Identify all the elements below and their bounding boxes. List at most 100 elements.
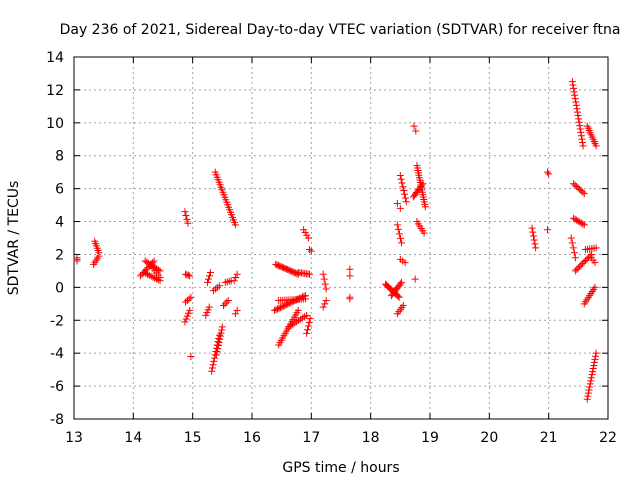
data-point [398,278,406,286]
data-point [394,225,402,233]
tick-labels: 13 14 15 16 17 18 19 20 21 22 -8 -6 -4 -2 0 2 4 6 8 10 12 14 [46,50,617,446]
y-tick-label: -8 [50,412,64,428]
data-point [580,221,588,229]
data-point [293,270,301,278]
x-tick-label: 15 [184,430,202,446]
data-point [569,244,577,252]
data-point [575,118,583,126]
data-point [401,190,409,198]
data-point [206,269,214,277]
data-point [319,270,327,278]
data-point [592,244,600,252]
data-point [305,318,313,326]
data-point [577,132,585,140]
data-point [574,264,582,272]
data-point [591,283,599,291]
data-point [73,254,81,262]
data-point [589,365,597,373]
data-point [575,115,583,123]
x-tick-label: 17 [302,430,320,446]
data-point [583,395,591,403]
data-point [573,105,581,113]
y-tick-label: -4 [50,346,64,362]
data-point [420,229,428,237]
y-tick-label: 6 [55,182,64,198]
data-point [586,383,594,391]
data-point [399,183,407,191]
x-tick-label: 22 [599,430,617,446]
data-point [214,345,222,353]
x-tick-label: 21 [540,430,558,446]
data-point [216,332,224,340]
data-point [570,249,578,257]
data-point [144,270,152,278]
data-point [393,221,401,229]
data-point [419,180,427,188]
data-point [592,352,600,360]
data-point [224,297,232,305]
data-point [579,259,587,267]
data-point [149,273,157,281]
data-point [399,301,407,309]
data-point [182,212,190,220]
data-markers [73,78,600,403]
data-point [411,275,419,283]
data-point [204,278,211,286]
data-point [208,364,216,372]
data-point [181,318,189,326]
data-point [183,215,191,223]
data-point [577,261,585,269]
chart-title: Day 236 of 2021, Sidereal Day-to-day VTE… [60,22,621,38]
data-point [184,219,192,227]
data-point [571,267,579,275]
data-point [398,179,406,187]
y-tick-label: 0 [55,280,64,296]
data-point [271,306,279,314]
data-point [230,277,238,285]
data-point [401,259,409,267]
data-point [400,187,408,195]
data-point [588,371,596,379]
data-point [221,300,229,308]
data-point [304,234,312,242]
data-point [322,285,330,293]
x-axis-label: GPS time / hours [282,460,399,476]
data-point [571,95,579,103]
data-point [303,311,311,319]
data-point [582,256,590,264]
data-point [95,252,103,260]
data-point [346,272,354,280]
data-point [279,302,287,310]
data-point [587,377,595,385]
data-point [187,352,195,360]
data-point [590,358,598,366]
x-tick-label: 14 [124,430,142,446]
data-point [570,84,578,92]
data-point [584,389,592,397]
data-point [418,181,426,189]
data-point [568,239,576,247]
data-point [181,208,189,216]
data-point [218,323,226,331]
data-point [393,199,401,207]
data-point [301,295,309,303]
data-point [272,306,280,314]
data-point [584,392,592,400]
data-point [185,295,193,303]
data-point [568,78,576,86]
data-point [580,190,588,198]
x-tick-label: 20 [480,430,498,446]
data-point [591,355,599,363]
data-point [589,368,597,376]
data-point [398,239,406,247]
data-point [214,342,222,350]
data-point [587,374,595,382]
data-point [306,270,314,278]
data-point [401,194,409,202]
data-point [571,91,579,99]
data-point [396,171,404,179]
data-point [590,361,598,369]
data-point [307,247,315,255]
data-point [579,142,587,150]
data-point [545,170,553,178]
